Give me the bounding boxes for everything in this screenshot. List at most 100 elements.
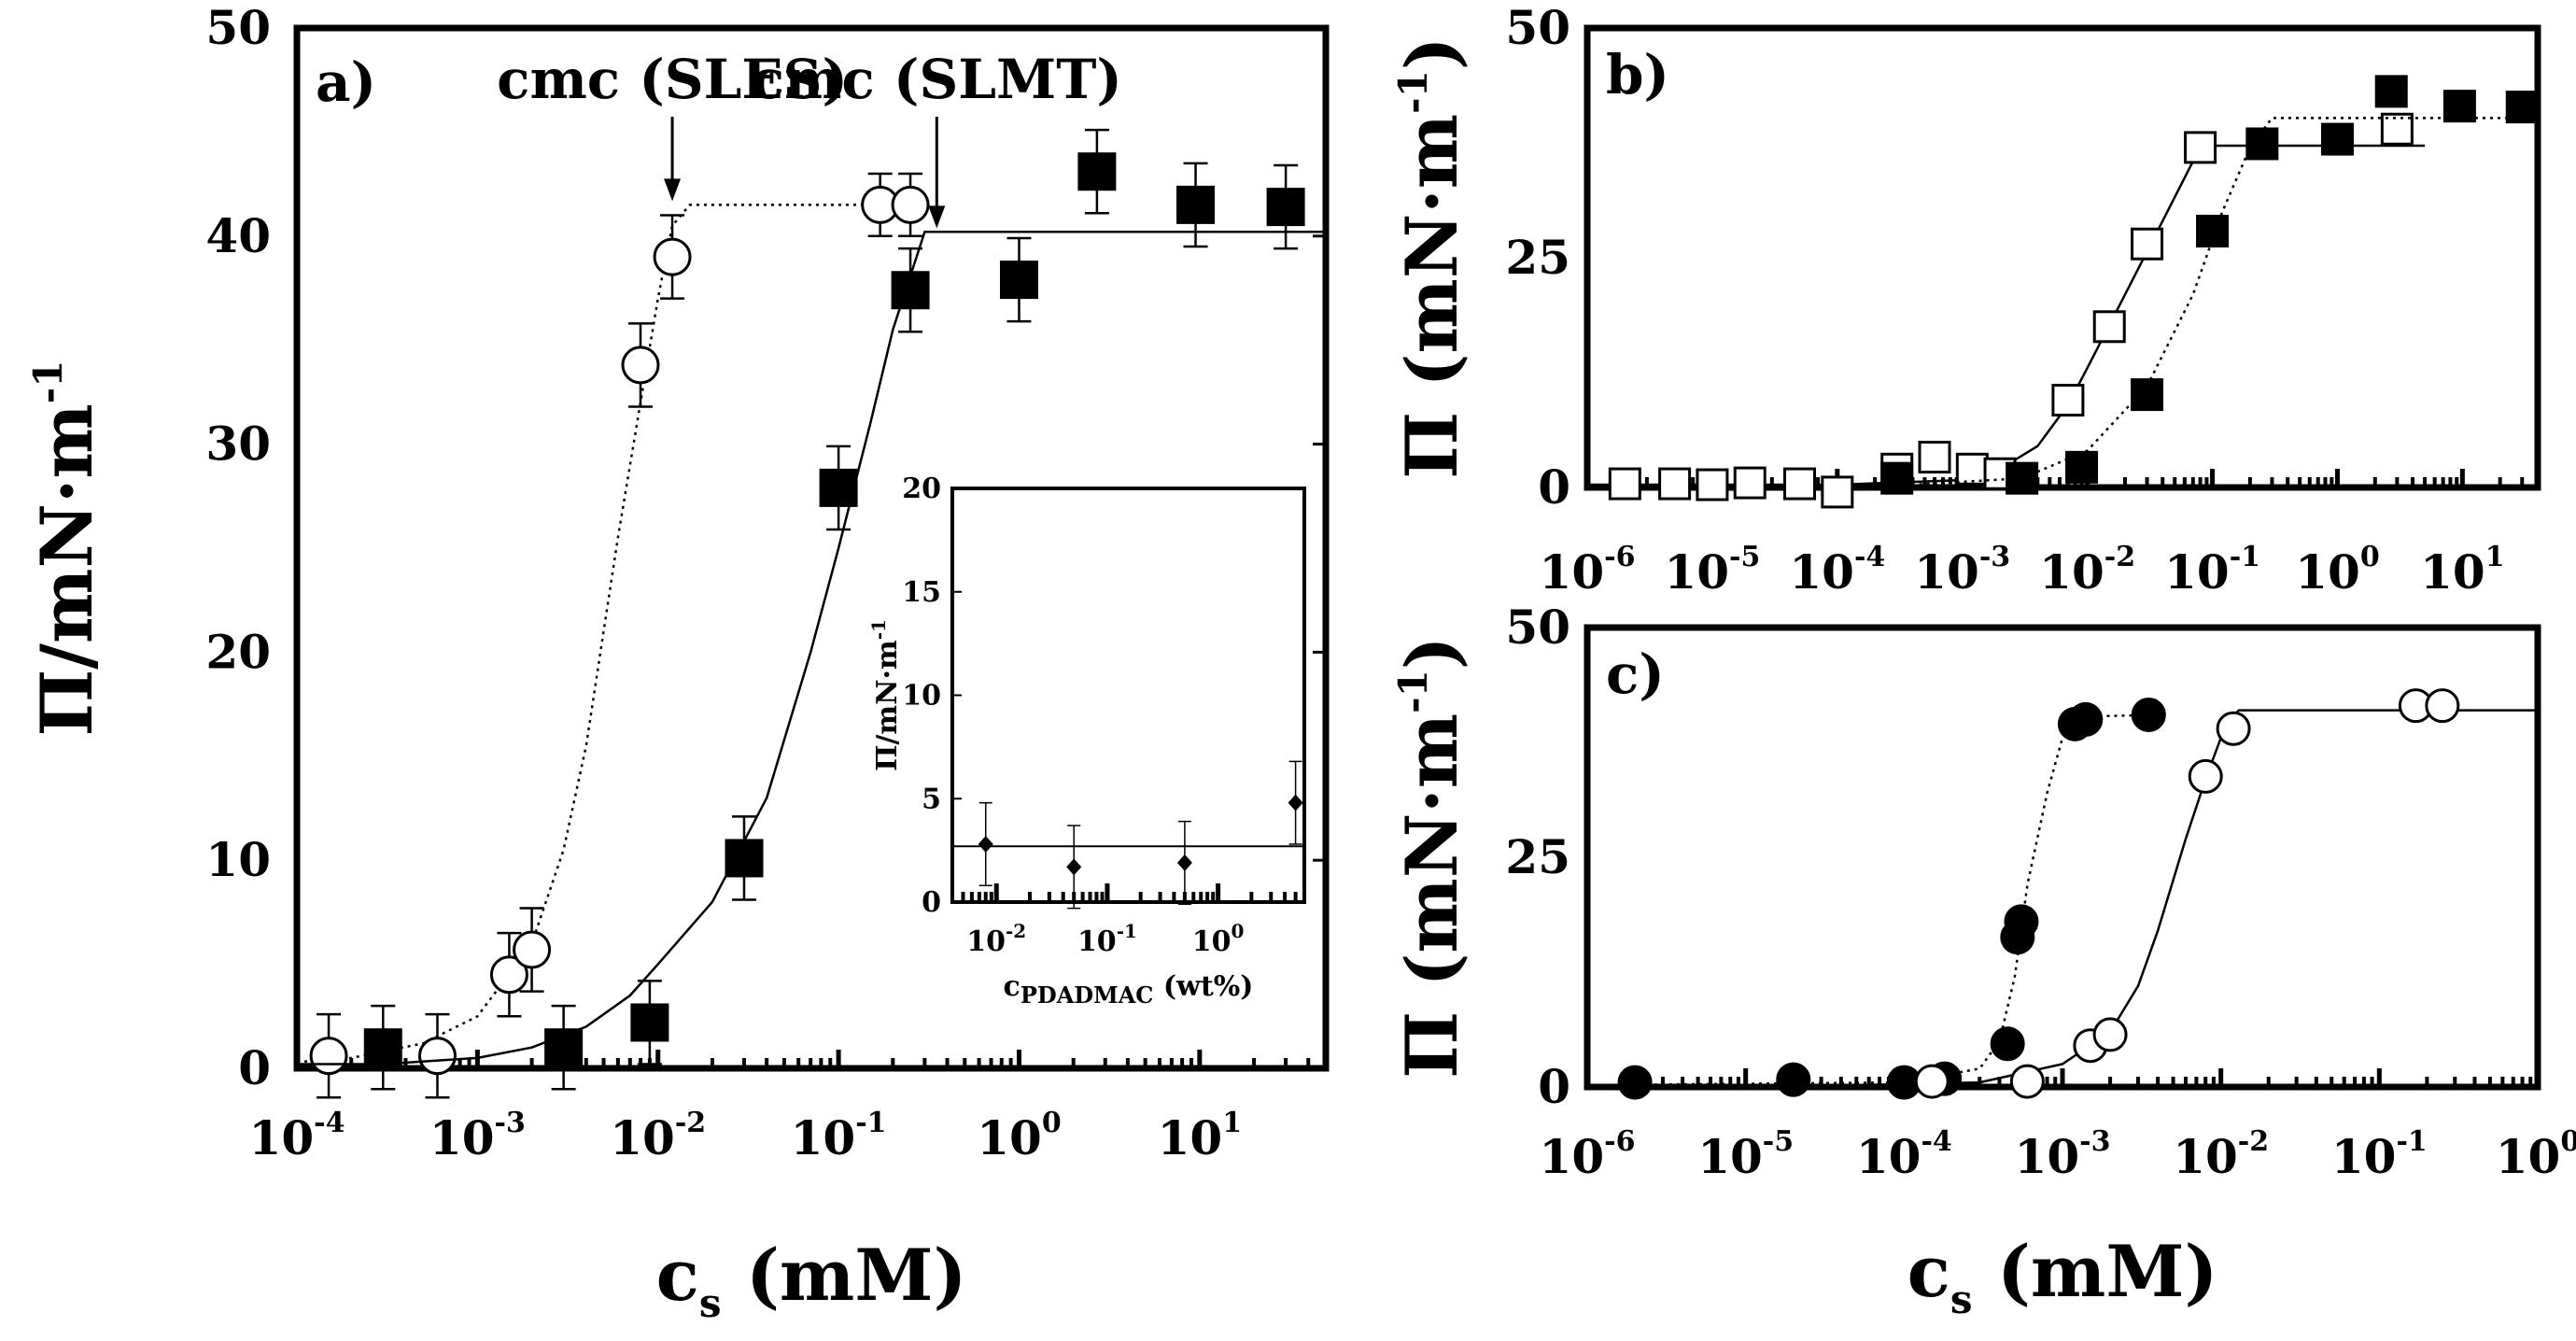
data-point-open-circle xyxy=(653,237,692,276)
y-tick-label: 40 xyxy=(205,208,271,263)
data-point-filled-square xyxy=(725,839,764,878)
data-point-open-circle xyxy=(513,930,552,969)
fit-line-open-square xyxy=(1587,144,2426,487)
inset-y-axis-label: Π/mN·m-1 xyxy=(867,619,904,771)
annotation-cmc: cmc (SLES) xyxy=(497,48,848,111)
inset-data-point-diamond xyxy=(1066,858,1082,876)
data-point-open-circle xyxy=(1914,1064,1950,1099)
y-tick-label: 0 xyxy=(1538,459,1570,515)
inset-x-tick-label: 10-1 xyxy=(1077,920,1137,958)
data-point-open-circle xyxy=(309,1037,348,1076)
fit-line-filled-square xyxy=(1896,117,2523,487)
data-point-open-square xyxy=(1696,468,1729,501)
x-tick-label: 10-3 xyxy=(2015,1125,2111,1184)
data-point-filled-square xyxy=(2374,75,2408,108)
y-tick-label: 30 xyxy=(205,416,271,472)
data-point-filled-circle xyxy=(1617,1065,1653,1100)
inset-y-tick-label: 5 xyxy=(922,783,941,815)
x-tick-label: 10-4 xyxy=(249,1107,345,1165)
x-tick-label: 101 xyxy=(2420,541,2504,600)
data-point-open-square xyxy=(1733,466,1767,500)
plot-frame xyxy=(1584,24,2541,491)
data-point-open-square xyxy=(2092,310,2126,344)
y-tick-label: 25 xyxy=(1505,230,1570,285)
plot-frame xyxy=(1584,624,2541,1091)
data-point-open-square xyxy=(2184,131,2217,164)
data-point-filled-circle xyxy=(1776,1062,1811,1097)
x-tick-label: 10-2 xyxy=(2173,1125,2269,1184)
data-point-filled-square xyxy=(2442,90,2476,123)
inset-x-tick-label: 100 xyxy=(1192,920,1245,958)
y-tick-label: 20 xyxy=(205,624,271,679)
data-point-filled-square xyxy=(2196,214,2230,247)
inset-y-tick-label: 10 xyxy=(902,680,941,713)
x-axis-label: cs (mM) xyxy=(656,1234,967,1326)
data-point-filled-square xyxy=(2131,378,2164,412)
x-tick-label: 100 xyxy=(977,1107,1061,1165)
inset-x-axis-label: cPDADMAC (wt%) xyxy=(1004,970,1254,1009)
y-tick-label: 0 xyxy=(1538,1059,1570,1114)
data-point-filled-square xyxy=(2245,127,2279,161)
inset-y-tick-label: 0 xyxy=(922,886,941,919)
data-point-filled-circle xyxy=(1990,1026,2025,1062)
inset-data-point-diamond xyxy=(1288,794,1303,812)
x-tick-label: 10-5 xyxy=(1664,541,1760,600)
data-point-open-circle xyxy=(489,955,528,995)
data-point-filled-square xyxy=(544,1028,584,1067)
data-point-filled-square xyxy=(363,1028,402,1067)
inset-y-tick-label: 20 xyxy=(902,473,941,505)
data-point-open-circle xyxy=(417,1037,457,1076)
y-tick-label: 0 xyxy=(238,1040,271,1095)
y-tick-label: 50 xyxy=(205,0,271,55)
data-point-filled-square xyxy=(2505,91,2539,124)
inset-y-tick-label: 15 xyxy=(902,576,941,609)
annotation-arrowhead xyxy=(928,205,946,229)
data-point-open-circle xyxy=(891,185,930,224)
x-axis-label: cs (mM) xyxy=(1907,1230,2218,1322)
x-tick-label: 10-3 xyxy=(1914,541,2010,600)
data-point-open-circle xyxy=(2188,758,2223,794)
y-tick-label: 50 xyxy=(1505,600,1570,655)
x-tick-label: 10-1 xyxy=(791,1107,887,1165)
x-tick-label: 10-4 xyxy=(1856,1125,1952,1184)
data-point-filled-circle xyxy=(2068,701,2104,737)
inset-x-tick-label: 10-2 xyxy=(966,920,1026,958)
x-tick-label: 10-5 xyxy=(1697,1125,1794,1184)
x-tick-label: 100 xyxy=(2496,1125,2576,1184)
data-point-open-square xyxy=(2051,384,2085,417)
fit-line-filled-circle xyxy=(1586,713,2159,1087)
data-point-open-square xyxy=(1955,452,1989,486)
data-point-filled-square xyxy=(1266,188,1305,227)
x-tick-label: 10-1 xyxy=(2164,541,2260,600)
data-point-open-square xyxy=(1608,467,1641,501)
data-point-filled-square xyxy=(1077,152,1117,191)
y-axis-label: Π (mN·m-1) xyxy=(1390,36,1473,479)
data-point-filled-square xyxy=(1176,185,1216,224)
data-point-open-square xyxy=(1783,467,1817,501)
data-point-open-square xyxy=(1821,475,1854,509)
inset-data-point-diamond xyxy=(978,835,993,853)
data-point-filled-square xyxy=(891,271,930,310)
data-point-open-square xyxy=(1918,441,1951,474)
data-point-filled-square xyxy=(630,1003,669,1042)
x-tick-label: 10-6 xyxy=(1540,1125,1636,1184)
data-point-filled-square xyxy=(999,261,1038,300)
x-tick-label: 10-3 xyxy=(429,1107,526,1165)
x-tick-label: 10-4 xyxy=(1789,541,1885,600)
y-tick-label: 50 xyxy=(1505,0,1570,55)
x-tick-label: 10-2 xyxy=(610,1107,706,1165)
annotation-arrowhead xyxy=(664,178,682,202)
data-point-open-circle xyxy=(2425,688,2460,724)
data-point-filled-square xyxy=(819,468,858,507)
data-point-open-circle xyxy=(2216,711,2251,746)
y-tick-label: 25 xyxy=(1505,829,1570,884)
data-point-filled-circle xyxy=(2131,697,2166,732)
inset-frame xyxy=(950,487,1306,904)
y-axis-label: Π (mN·m-1) xyxy=(1390,636,1473,1079)
data-point-filled-square xyxy=(1880,461,1914,495)
data-point-open-circle xyxy=(621,346,660,385)
data-point-open-circle xyxy=(2009,1064,2045,1099)
panel-c: 0 25 50 10-6 10-5 10-4 10-3 10-2 10-1 100 c) cs (mM… xyxy=(1390,600,2576,1322)
